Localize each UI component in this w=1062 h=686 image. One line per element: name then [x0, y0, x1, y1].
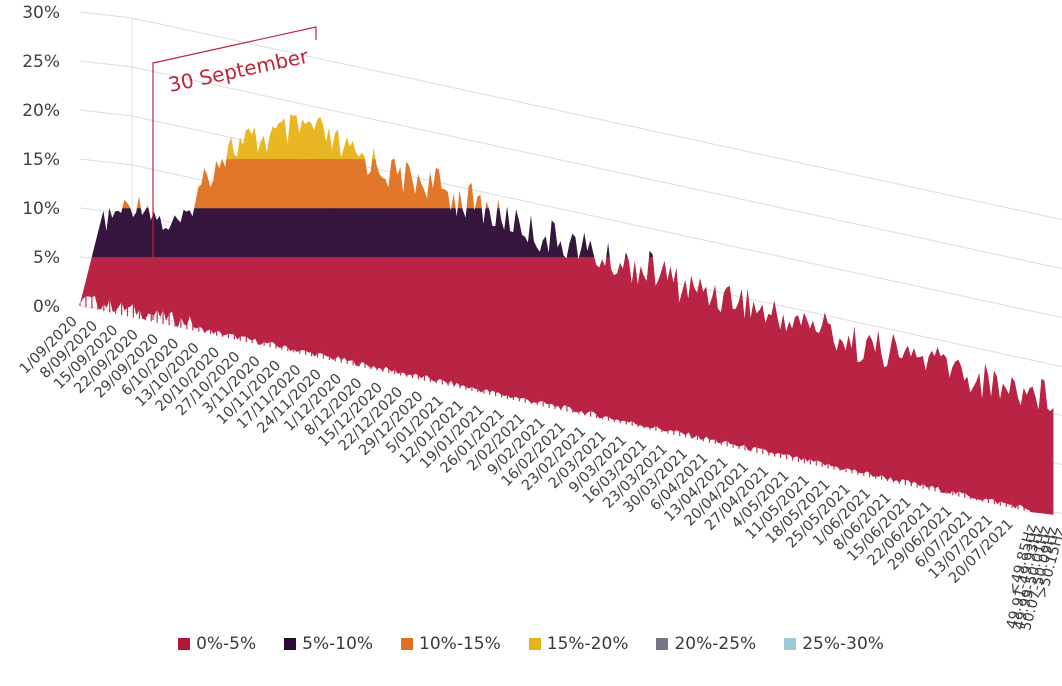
surface-layer	[79, 114, 1054, 515]
legend-label: 20%-25%	[674, 634, 757, 654]
y-tick-label: 0%	[33, 297, 60, 317]
legend-label: 15%-20%	[546, 634, 629, 654]
y-tick-label: 10%	[22, 199, 60, 219]
gridline	[131, 17, 1062, 221]
legend-item: 5%-10%	[284, 634, 373, 654]
y-tick-label: 20%	[22, 101, 60, 121]
legend: 0%-5% 5%-10% 10%-15% 15%-20% 20%-25% 25%-30%	[0, 634, 1062, 654]
legend-item: 10%-15%	[401, 634, 501, 654]
annotation-bracket	[152, 26, 317, 320]
legend-swatch	[528, 638, 541, 650]
legend-item: 15%-20%	[528, 634, 629, 654]
y-tick-label: 15%	[22, 150, 60, 170]
surface-chart: 30 September 0% 5% 10% 15% 20% 25% 30% 1/09/20…	[17, 3, 1062, 633]
legend-label: 0%-5%	[196, 634, 257, 654]
legend-item: 20%-25%	[656, 634, 756, 654]
gridline-side	[79, 158, 133, 166]
legend-swatch	[178, 638, 191, 650]
depth-axis: <49.85Hz49.91-49.93Hz49.99-50.01Hz50.07-…	[1004, 523, 1062, 633]
legend-swatch	[656, 638, 669, 650]
gridline-side	[79, 109, 133, 117]
y-axis: 0% 5% 10% 15% 20% 25% 30%	[22, 3, 60, 317]
legend-swatch	[784, 638, 797, 650]
legend-swatch	[284, 638, 297, 650]
legend-item: 0%-5%	[178, 634, 256, 654]
y-tick-label: 25%	[22, 52, 60, 72]
y-tick-label: 30%	[22, 3, 60, 23]
legend-label: 25%-30%	[802, 634, 884, 654]
gridline-side	[79, 305, 133, 313]
x-axis: 1/09/20208/09/202015/09/202022/09/202029…	[17, 314, 1017, 587]
y-tick-label: 5%	[33, 248, 60, 268]
gridline-side	[79, 60, 133, 68]
legend-label: 5%-10%	[302, 634, 374, 654]
annotation-label: 30 September	[166, 44, 311, 97]
surface-area	[80, 114, 1054, 515]
gridline	[131, 66, 1062, 270]
legend-label: 10%-15%	[419, 634, 501, 654]
legend-swatch	[401, 638, 414, 650]
surface-front-spikes	[79, 294, 1025, 511]
legend-item: 25%-30%	[784, 634, 884, 654]
gridline-side	[79, 11, 133, 19]
